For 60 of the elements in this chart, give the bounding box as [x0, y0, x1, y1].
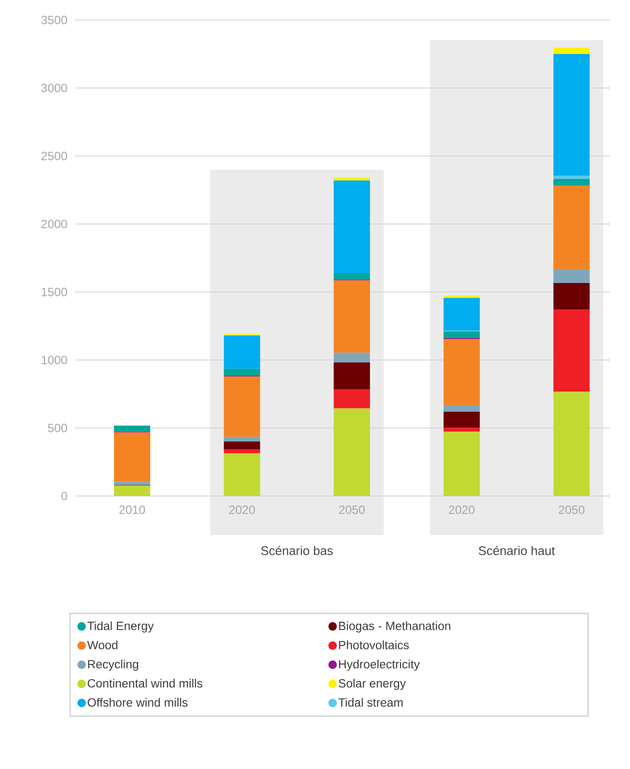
bar [334, 177, 370, 180]
bar [553, 54, 590, 176]
legend-label: Biogas - Methanation [339, 621, 450, 632]
bar [334, 389, 370, 408]
y-tick-label: 0 [61, 492, 68, 500]
bar [334, 180, 370, 273]
bar [553, 176, 590, 179]
bar [553, 269, 590, 284]
y-tick-label: 1000 [42, 356, 68, 364]
bar [224, 368, 260, 376]
bar [553, 178, 590, 186]
x-tick-label: 2020 [448, 506, 475, 514]
legend-label: Wood [87, 640, 118, 650]
legend-label: Solar energy [338, 678, 406, 690]
bar [114, 426, 150, 432]
x-tick-label: 2050 [339, 506, 365, 514]
bar [114, 432, 150, 482]
bar [114, 485, 150, 496]
legend-label: Offshore wind mills [88, 698, 188, 707]
y-tick-label: 2500 [41, 152, 68, 160]
bar [444, 432, 480, 496]
bar [444, 412, 480, 428]
y-tick-label: 3500 [41, 16, 68, 24]
bar [553, 186, 590, 270]
y-tick-label: 500 [48, 424, 68, 432]
bar [224, 453, 260, 496]
legend-label: Recycling [88, 660, 138, 671]
bar [334, 362, 370, 390]
bar [553, 48, 590, 54]
bar [444, 298, 480, 331]
legend-label: Continental wind mills [88, 678, 202, 688]
bar [224, 376, 260, 437]
text: Scénario haut [478, 546, 555, 556]
bar [334, 280, 370, 353]
bar [444, 428, 480, 432]
legend-label: Tidal stream [338, 698, 403, 707]
legend-label: Tidal Energy [87, 621, 154, 632]
bar [444, 339, 480, 406]
bar [224, 436, 260, 442]
bar [553, 283, 590, 310]
x-tick-label: 2010 [119, 506, 145, 514]
y-tick-label: 1500 [42, 288, 68, 296]
x-tick-label: 2020 [229, 506, 255, 514]
bar [224, 441, 260, 450]
x-tick-label: 2050 [558, 506, 584, 514]
y-tick-label: 2000 [41, 220, 68, 228]
text: Scénario bas [261, 546, 333, 556]
y-tick-label: 3000 [41, 84, 68, 92]
bar [553, 392, 590, 496]
bar [334, 272, 370, 280]
bar [444, 331, 480, 338]
legend-label: Hydroelectricity [339, 660, 420, 671]
legend-label: Photovoltaics [339, 640, 409, 650]
bar [334, 352, 370, 362]
bar [224, 449, 260, 454]
bar [114, 482, 150, 485]
bar [444, 405, 480, 412]
bar [334, 408, 370, 496]
bar [224, 335, 260, 369]
bar [553, 310, 590, 392]
